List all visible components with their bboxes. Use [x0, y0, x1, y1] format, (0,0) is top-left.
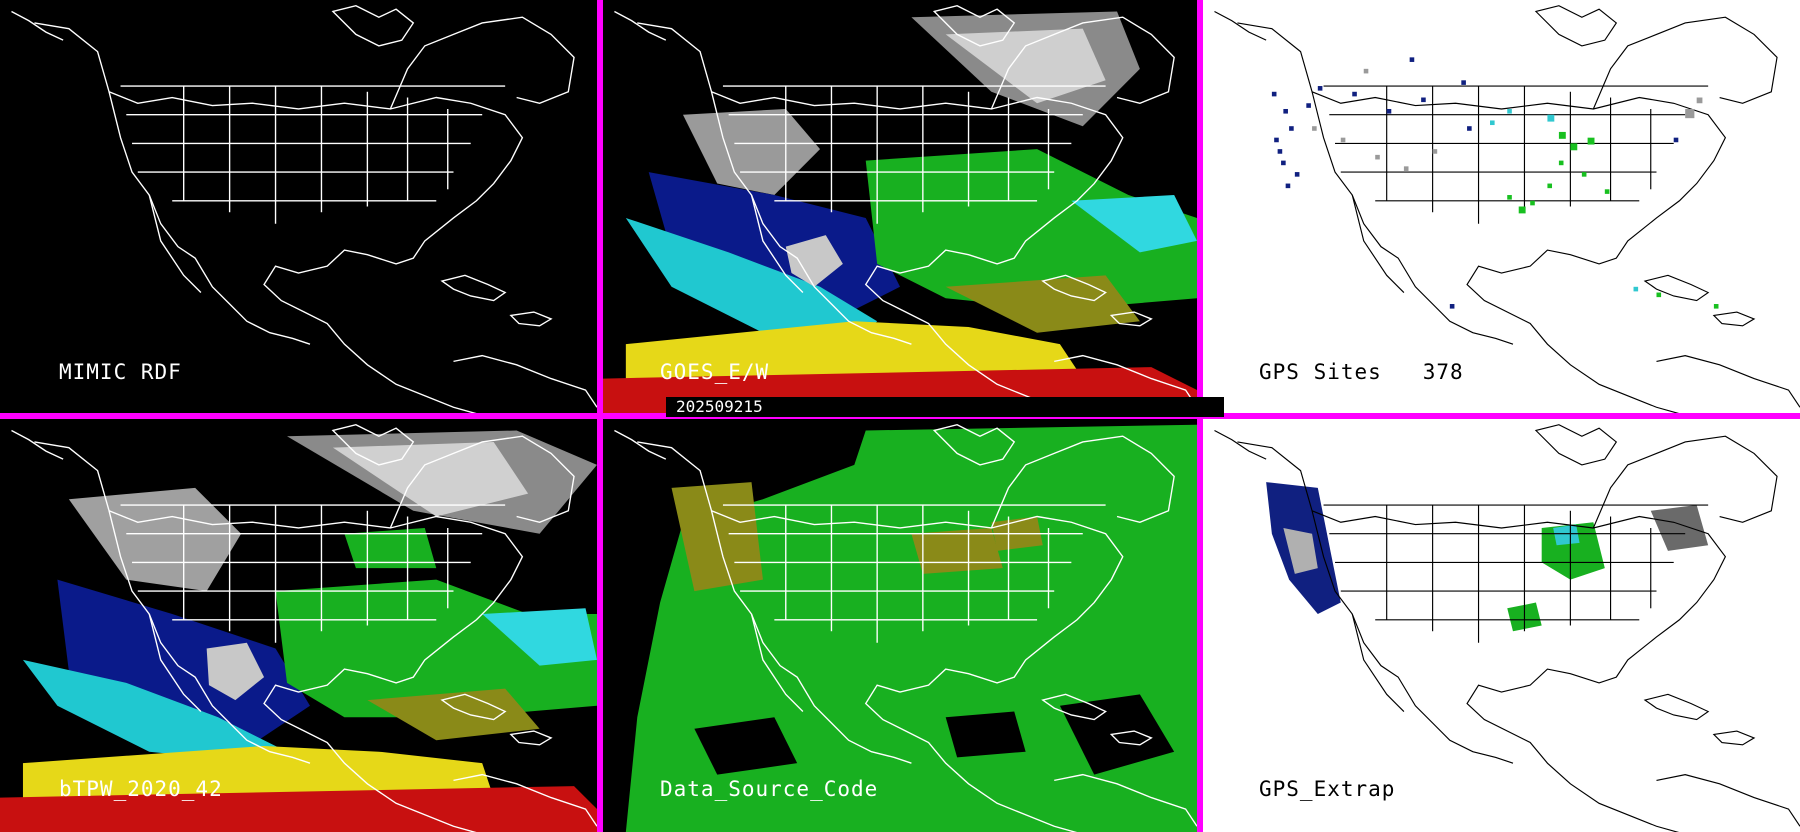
- panel-goes-ew: GOES_E/W: [603, 0, 1197, 413]
- panel-gps-extrap: GPS_Extrap: [1203, 419, 1800, 832]
- moisture-field: [603, 5, 1197, 413]
- panel-data-source-code: Data_Source_Code: [603, 419, 1197, 832]
- moisture-field: [0, 424, 597, 832]
- panel-label: GPS_Extrap: [1259, 777, 1396, 801]
- gps-site-map: [1213, 5, 1800, 413]
- panel-mimic-rdf: MIMIC RDF: [0, 0, 597, 413]
- panel-gps-sites: GPS Sites 378: [1203, 0, 1800, 413]
- data-source-field: [613, 424, 1197, 832]
- panel-label: Data_Source_Code: [660, 777, 879, 801]
- timestamp-label: 202509215: [666, 397, 1224, 417]
- panel-label: GPS Sites 378: [1259, 360, 1464, 384]
- basemap: [10, 5, 597, 413]
- panel-label: GOES_E/W: [660, 360, 770, 384]
- panel-label: bTPW_2020_42: [59, 777, 223, 801]
- panel-label: MIMIC RDF: [59, 360, 182, 384]
- gps-extrap-map: [1213, 424, 1800, 832]
- panel-btpw: bTPW_2020_42: [0, 419, 597, 832]
